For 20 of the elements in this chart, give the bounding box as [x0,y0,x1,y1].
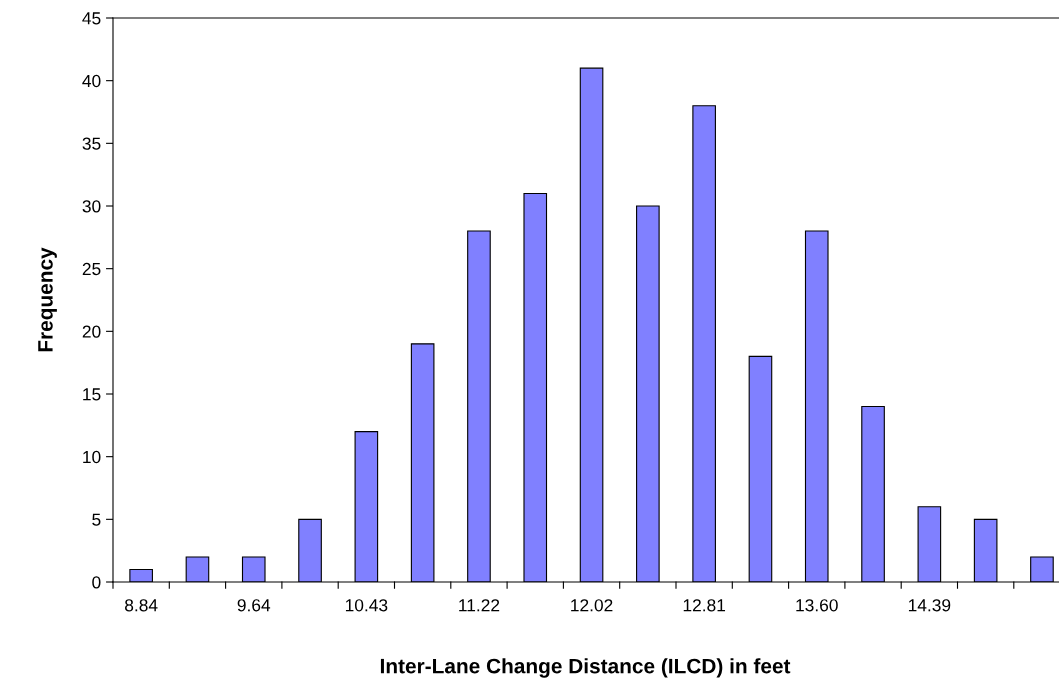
y-tick-label: 5 [92,513,101,526]
y-tick-label: 35 [82,137,101,150]
x-tick-label: 9.64 [237,599,271,612]
x-tick-label: 10.43 [345,599,388,612]
y-tick-label: 25 [82,262,101,276]
y-axis-title: Frequency [38,247,57,352]
y-tick-label: 40 [82,74,101,88]
x-tick-label: 13.60 [796,599,838,612]
y-tick-label: 15 [83,388,101,401]
x-axis-title: Inter-Lane Change Distance (ILCD) in feet [380,658,791,678]
y-tick-label: 20 [82,325,101,338]
x-tick-label: 8.84 [125,599,158,612]
x-tick-label: 14.39 [908,599,951,612]
x-tick-label: 12.02 [571,599,613,612]
y-tick-label: 0 [92,576,101,589]
y-tick-label: 30 [82,200,101,213]
x-tick-label: 11.22 [459,599,500,612]
y-tick-label: 10 [83,450,101,464]
x-tick-label: 12.81 [683,599,726,612]
y-tick-label: 45 [82,12,101,25]
